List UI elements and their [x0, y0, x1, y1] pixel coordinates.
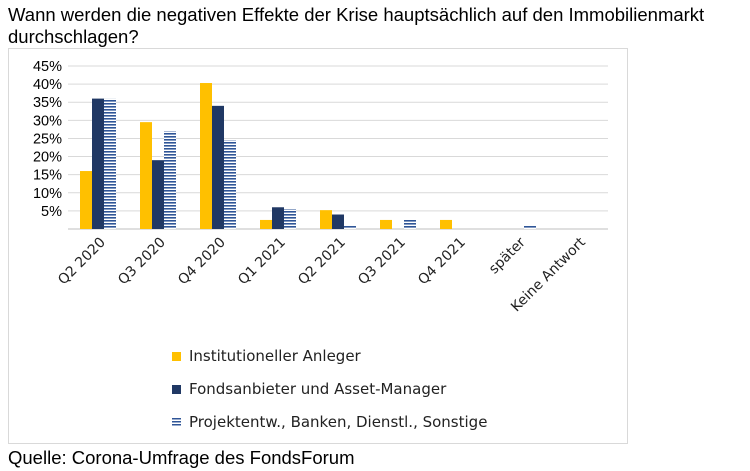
bar-projekt: [224, 140, 236, 229]
bars: [80, 83, 536, 229]
bar-projekt: [404, 219, 416, 229]
source-note: Quelle: Corona-Umfrage des FondsForum: [8, 447, 355, 468]
x-tick-label: Q3 2020: [115, 235, 169, 289]
bar-institutional: [80, 171, 92, 229]
legend-item-projekt: Projektentw., Banken, Dienstl., Sonstige: [172, 412, 487, 432]
y-tick-label: 15%: [33, 168, 62, 184]
bar-institutional: [200, 83, 212, 229]
legend-swatch-fondsanbieter: [172, 384, 181, 394]
bar-fondsanbieter: [272, 207, 284, 229]
chart-title: Wann werden die negativen Effekte der Kr…: [8, 4, 705, 47]
x-tick-label: Q1 2021: [235, 235, 289, 289]
y-tick-label: 30%: [33, 113, 62, 129]
bar-projekt: [524, 225, 536, 229]
bar-institutional: [320, 210, 332, 229]
bar-institutional: [260, 219, 272, 229]
y-tick-label: 45%: [33, 59, 62, 75]
legend-label: Fondsanbieter und Asset-Manager: [189, 380, 447, 398]
x-tick-label: später: [486, 234, 529, 277]
bar-fondsanbieter: [152, 160, 164, 229]
y-tick-label: 35%: [33, 95, 62, 111]
y-tick-label: 5%: [41, 204, 62, 220]
legend-swatch-projekt: [172, 417, 181, 427]
bar-projekt: [284, 209, 296, 229]
y-axis-ticks: 5% 10% 15% 20% 25% 30% 35% 40% 45%: [33, 59, 62, 220]
legend-label: Projektentw., Banken, Dienstl., Sonstige: [189, 413, 488, 431]
legend-swatch-institutional: [172, 351, 181, 361]
y-tick-label: 20%: [33, 150, 62, 166]
bar-fondsanbieter: [332, 214, 344, 229]
bar-fondsanbieter: [92, 98, 104, 229]
bar-chart: 5%10%15%20%25%30%35%40%45% Q2 2020 Q3 202…: [33, 59, 608, 315]
bar-institutional: [140, 122, 152, 229]
chart-frame: 5% 10% 15% 20% 25% 30% 35% 40% 45% Q2 2020 Q3 202…: [8, 48, 628, 444]
legend-item-institutional: Institutioneller Anleger: [172, 346, 361, 366]
bar-institutional: [380, 219, 392, 229]
y-tick-label: 40%: [33, 77, 62, 93]
x-axis-ticks: Q2 2020 Q3 2020 Q4 2020 Q1 2021 Q2 2021 Q3 20…: [55, 234, 589, 315]
bar-fondsanbieter: [212, 105, 224, 229]
x-tick-label: Q4 2020: [175, 235, 229, 289]
x-tick-label: Q4 2021: [415, 235, 469, 289]
x-tick-label: Q2 2021: [295, 235, 349, 289]
bar-projekt: [164, 131, 176, 229]
bar-institutional: [440, 219, 452, 229]
bar-projekt: [104, 98, 116, 229]
legend-label: Institutioneller Anleger: [189, 347, 361, 365]
legend-item-fondsanbieter: Fondsanbieter und Asset-Manager: [172, 379, 446, 399]
bar-projekt: [344, 225, 356, 229]
x-tick-label: Q3 2021: [355, 235, 409, 289]
y-tick-label: 10%: [33, 186, 62, 202]
x-tick-label: Q2 2020: [55, 235, 109, 289]
y-tick-label: 25%: [33, 131, 62, 147]
